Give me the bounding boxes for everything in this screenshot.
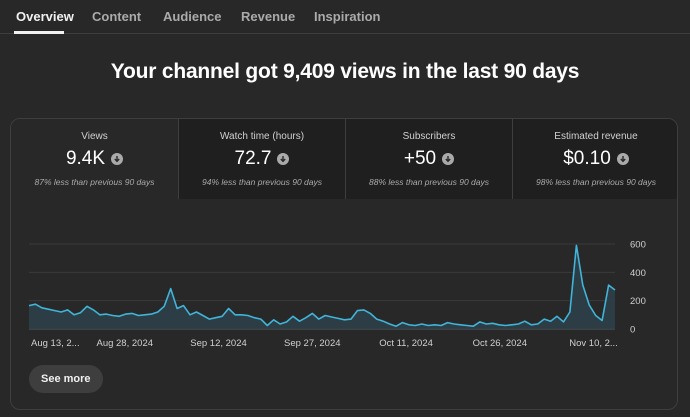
y-tick-label: 200 bbox=[630, 296, 646, 307]
x-tick-label: Oct 11, 2024 bbox=[379, 338, 433, 349]
metric-value: 72.7 bbox=[234, 148, 272, 169]
x-tick-label: Sep 27, 2024 bbox=[284, 338, 341, 349]
metric-label: Estimated revenue bbox=[554, 131, 638, 142]
x-tick-label: Oct 26, 2024 bbox=[473, 338, 527, 349]
tab-inspiration[interactable]: Inspiration bbox=[314, 9, 381, 24]
see-more-button[interactable]: See more bbox=[29, 365, 103, 393]
tab-bar: Overview Content Audience Revenue Inspir… bbox=[0, 0, 690, 34]
overview-card: Views 9.4K 87% less than previous 90 day… bbox=[10, 118, 678, 410]
metric-views[interactable]: Views 9.4K 87% less than previous 90 day… bbox=[11, 119, 178, 199]
metric-subscribers[interactable]: Subscribers +50 88% less than previous 9… bbox=[345, 119, 512, 199]
views-chart[interactable]: 600 400 200 0 Aug 13, 2... Aug 28, 2024 Sep 12… bbox=[11, 219, 678, 359]
metric-estimated-revenue[interactable]: Estimated revenue $0.10 98% less than pr… bbox=[512, 119, 677, 199]
y-tick-label: 400 bbox=[630, 268, 646, 279]
metric-watch-time[interactable]: Watch time (hours) 72.7 94% less than pr… bbox=[178, 119, 345, 199]
tab-audience[interactable]: Audience bbox=[163, 9, 222, 24]
arrow-down-circle-icon bbox=[111, 153, 124, 165]
x-tick-label: Aug 28, 2024 bbox=[96, 338, 153, 349]
tab-overview[interactable]: Overview bbox=[16, 9, 74, 24]
views-area bbox=[29, 245, 615, 329]
metric-comparison: 87% less than previous 90 days bbox=[34, 177, 155, 187]
metric-label: Views bbox=[81, 131, 108, 142]
tab-revenue[interactable]: Revenue bbox=[241, 9, 296, 24]
x-tick-label: Aug 13, 2... bbox=[31, 338, 80, 349]
x-tick-label: Nov 10, 2... bbox=[569, 338, 618, 349]
metric-label: Watch time (hours) bbox=[219, 131, 305, 142]
metric-comparison: 94% less than previous 90 days bbox=[201, 177, 323, 187]
metric-value: $0.10 bbox=[563, 148, 611, 169]
arrow-down-circle-icon bbox=[442, 153, 455, 165]
x-tick-label: Sep 12, 2024 bbox=[190, 338, 247, 349]
y-tick-label: 600 bbox=[630, 240, 646, 251]
metric-value: +50 bbox=[403, 148, 437, 169]
arrow-down-circle-icon bbox=[616, 153, 629, 165]
metric-value: 9.4K bbox=[65, 148, 106, 169]
y-tick-label: 0 bbox=[630, 325, 635, 336]
metric-comparison: 98% less than previous 90 days bbox=[535, 177, 657, 187]
page-headline: Your channel got 9,409 views in the last… bbox=[110, 60, 580, 83]
views-line bbox=[28, 244, 616, 327]
metric-tabs: Views 9.4K 87% less than previous 90 day… bbox=[11, 119, 677, 199]
metric-comparison: 88% less than previous 90 days bbox=[368, 177, 490, 187]
metric-label: Subscribers bbox=[402, 131, 456, 142]
arrow-down-circle-icon bbox=[277, 153, 290, 165]
active-tab-indicator bbox=[14, 31, 64, 34]
tab-content[interactable]: Content bbox=[92, 9, 142, 24]
